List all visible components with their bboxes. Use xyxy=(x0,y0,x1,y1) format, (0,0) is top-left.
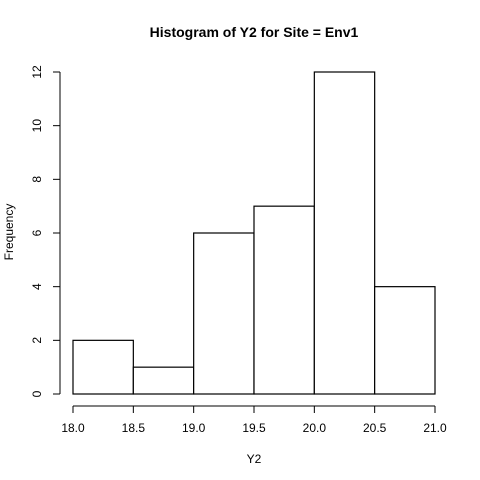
histogram-bar-3 xyxy=(253,205,315,395)
y-tick-label-3: 6 xyxy=(30,229,44,236)
y-tick-label-5: 10 xyxy=(30,119,44,133)
x-tick-label-3: 19.5 xyxy=(242,421,266,435)
x-tick-label-4: 20.0 xyxy=(303,421,327,435)
y-tick-label-6: 12 xyxy=(30,65,44,79)
x-tick-label-1: 18.5 xyxy=(122,421,146,435)
chart-title: Histogram of Y2 for Site = Env1 xyxy=(150,24,359,40)
histogram-bars xyxy=(72,71,436,395)
x-axis: 18.0 18.5 19.0 19.5 20.0 20.5 21.0 xyxy=(61,405,447,435)
x-tick-label-6: 21.0 xyxy=(423,421,447,435)
y-axis-label: Frequency xyxy=(2,204,16,261)
x-tick-label-0: 18.0 xyxy=(61,421,85,435)
x-axis-label: Y2 xyxy=(247,452,262,466)
histogram-bar-1 xyxy=(132,366,195,395)
x-tick-label-2: 19.0 xyxy=(182,421,206,435)
y-tick-label-0: 0 xyxy=(30,390,44,397)
y-tick-label-2: 4 xyxy=(30,283,44,290)
y-axis: 0 2 4 6 8 10 12 xyxy=(30,65,61,397)
x-tick-label-5: 20.5 xyxy=(363,421,387,435)
y-tick-label-4: 8 xyxy=(30,176,44,183)
histogram-bar-2 xyxy=(193,232,255,395)
y-tick-label-1: 2 xyxy=(30,337,44,344)
histogram-bar-0 xyxy=(72,339,134,395)
histogram-bar-4 xyxy=(313,71,376,395)
histogram-bar-5 xyxy=(374,286,436,395)
